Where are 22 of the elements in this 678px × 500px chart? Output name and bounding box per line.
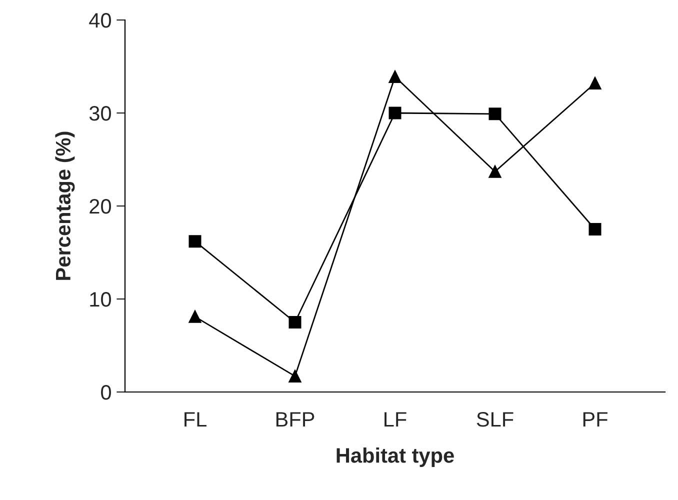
point <box>488 108 502 120</box>
point <box>188 235 202 248</box>
y-tick-label: 40 <box>89 13 111 28</box>
y-axis-title: Percentage (%) <box>55 132 75 280</box>
x-tick-label: LF <box>384 412 406 427</box>
x-tick-label: FL <box>184 412 206 427</box>
y-tick-label: 20 <box>90 199 111 214</box>
y-tick-label: 0 <box>101 385 111 400</box>
point <box>288 316 302 328</box>
x-axis-title: Habitat type <box>336 448 454 467</box>
point <box>188 310 202 323</box>
y-tick-label: 10 <box>90 292 111 307</box>
point <box>488 165 502 178</box>
y-tick-label: 30 <box>89 106 111 121</box>
point <box>388 106 402 120</box>
point <box>288 370 302 382</box>
point <box>588 223 602 236</box>
x-tick-label: PF <box>583 412 608 427</box>
x-tick-label: BFP <box>276 412 314 427</box>
point <box>588 76 602 90</box>
point <box>388 70 402 83</box>
x-tick-label: SLF <box>476 412 514 427</box>
